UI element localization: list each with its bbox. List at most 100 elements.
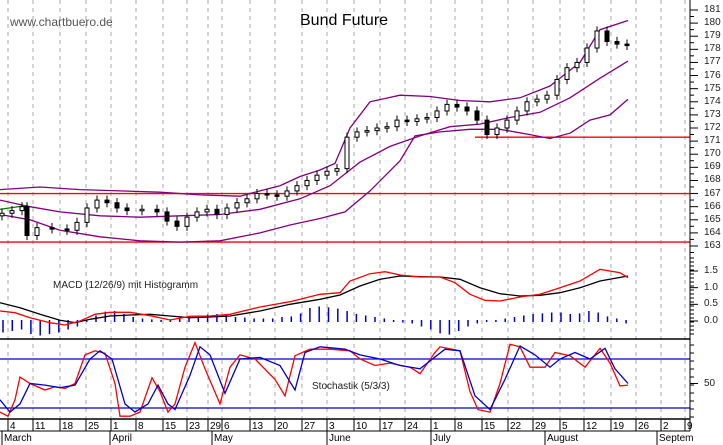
price-tick-label: 164 — [704, 226, 721, 238]
bollinger-upper-band — [0, 19, 629, 197]
date-tick-label: 19 — [613, 421, 625, 432]
price-tick-label: 167 — [704, 187, 721, 199]
candle — [19, 206, 25, 212]
date-tick-label: 18 — [62, 421, 74, 432]
stochastic-k-line — [0, 340, 629, 418]
macd-label: MACD (12/26/9) mit Histogramm — [53, 280, 199, 291]
candle — [224, 207, 230, 216]
price-tick-label: 177 — [704, 56, 721, 68]
date-tick-label: 11 — [35, 421, 46, 432]
candle — [624, 43, 630, 47]
date-tick-label: 8 — [457, 421, 463, 432]
stochastic-tick-label: 50 — [704, 377, 716, 389]
price-tick-label: 174 — [704, 95, 721, 107]
date-tick-label: 1 — [433, 421, 439, 432]
stochastic-d-line — [0, 344, 629, 414]
date-tick-label: 2 — [663, 421, 669, 432]
candle — [474, 110, 480, 121]
candle — [564, 67, 570, 80]
candle — [49, 227, 55, 230]
candle — [114, 202, 120, 209]
candle — [324, 170, 330, 176]
candle — [304, 179, 310, 187]
date-tick-label: 10 — [356, 421, 368, 432]
candle — [234, 202, 240, 209]
candle — [584, 47, 590, 63]
macd-signal-line — [0, 268, 629, 326]
month-label: Septem — [659, 433, 694, 444]
candle — [314, 174, 320, 181]
candle — [204, 208, 210, 213]
macd-tick-label: 1.0 — [704, 281, 718, 293]
candle — [74, 221, 80, 231]
price-tick-label: 163 — [704, 240, 721, 251]
candle — [404, 119, 410, 123]
candle — [0, 212, 5, 217]
candle — [24, 206, 30, 237]
stochastic-panel — [0, 340, 690, 418]
date-tick-label: 5 — [562, 421, 568, 432]
axes — [0, 0, 698, 445]
date-tick-label: 1 — [113, 421, 119, 432]
macd-tick-label: 0.0 — [704, 315, 718, 326]
date-tick-label: 8 — [138, 421, 144, 432]
site-watermark: www.chartbuero.de — [10, 15, 113, 29]
date-tick-label: 26 — [638, 421, 650, 432]
price-tick-label: 178 — [704, 43, 721, 55]
candle — [264, 193, 270, 196]
candle — [524, 101, 530, 112]
date-tick-label: 22 — [510, 421, 522, 432]
price-tick-label: 180 — [704, 17, 721, 29]
date-tick-label: 23 — [189, 421, 201, 432]
candle — [34, 227, 40, 237]
candle — [454, 103, 460, 108]
date-tick-label: 17 — [382, 421, 394, 432]
candle — [64, 228, 70, 231]
date-tick-label: 24 — [407, 421, 419, 432]
price-tick-label: 181 — [704, 4, 721, 15]
candle — [434, 110, 440, 119]
price-tick-label: 168 — [704, 174, 721, 186]
candle — [284, 190, 290, 197]
candle — [174, 220, 180, 227]
month-label: May — [214, 433, 233, 444]
candle — [504, 119, 510, 129]
candle — [534, 98, 540, 103]
month-label: March — [4, 433, 32, 444]
candle — [254, 193, 260, 200]
price-tick-label: 175 — [704, 82, 721, 94]
date-tick-label: 9 — [687, 421, 693, 432]
candle — [84, 207, 90, 223]
macd-tick-label: 1.5 — [704, 265, 718, 276]
candle — [184, 216, 190, 227]
price-tick-label: 173 — [704, 108, 721, 120]
candle — [464, 106, 470, 112]
macd-panel — [0, 268, 629, 336]
date-tick-label: 15 — [165, 421, 177, 432]
candle — [334, 168, 340, 172]
candle — [139, 208, 145, 212]
month-label: July — [433, 433, 451, 444]
date-tick-label: 4 — [10, 421, 16, 432]
candle — [424, 117, 430, 120]
macd-tick-label: 0.5 — [704, 298, 718, 310]
price-panel — [0, 19, 690, 243]
date-tick-label: 29 — [210, 421, 222, 432]
bollinger-lower-band — [0, 98, 629, 243]
candle — [154, 208, 160, 213]
candle — [94, 199, 100, 209]
date-tick-label: 15 — [484, 421, 496, 432]
date-tick-label: 27 — [304, 421, 316, 432]
candle — [214, 208, 220, 216]
price-tick-label: 172 — [704, 122, 721, 133]
price-tick-label: 166 — [704, 200, 721, 212]
candle — [294, 185, 300, 192]
date-tick-label: 25 — [88, 421, 100, 432]
candle — [574, 61, 580, 69]
candle — [124, 207, 130, 212]
candle — [9, 210, 15, 214]
month-label: April — [112, 433, 133, 444]
candle — [364, 130, 370, 133]
date-tick-label: 6 — [224, 421, 230, 432]
candle — [384, 126, 390, 129]
